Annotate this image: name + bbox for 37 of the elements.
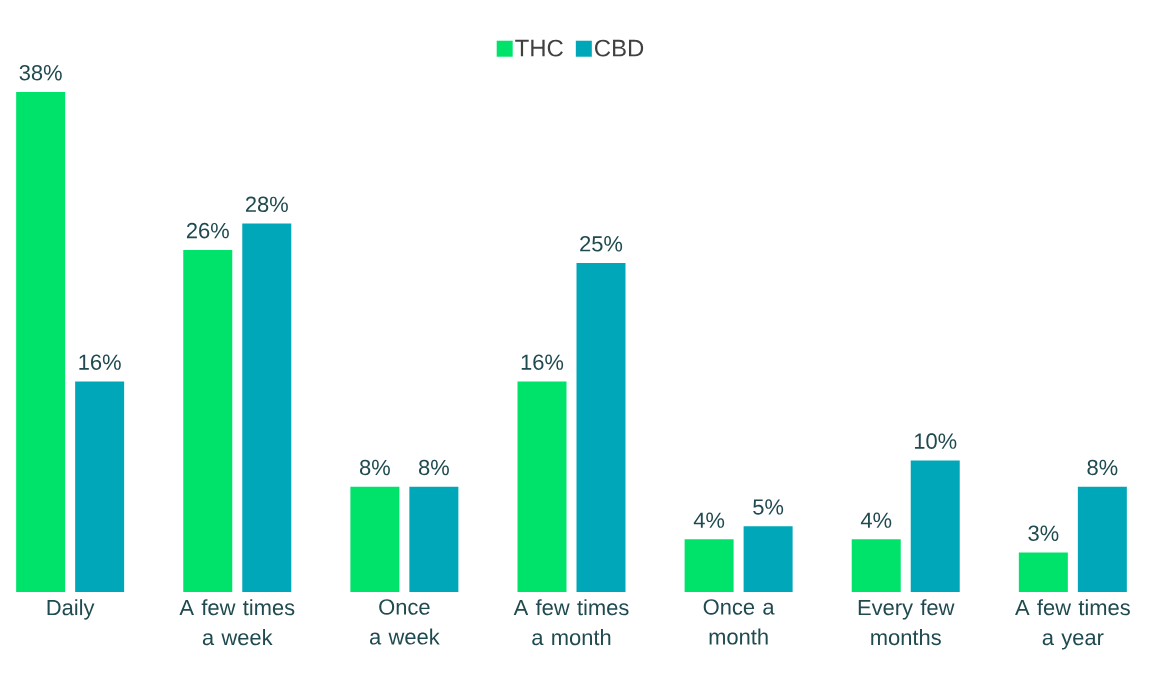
bar bbox=[183, 249, 233, 592]
data-label: 16% bbox=[521, 354, 564, 370]
data-label: 3% bbox=[1028, 525, 1059, 542]
bar bbox=[576, 263, 626, 592]
data-label: 38% bbox=[19, 64, 62, 81]
bar bbox=[75, 381, 125, 592]
data-label: 4% bbox=[693, 512, 725, 528]
data-label: 8% bbox=[418, 459, 449, 476]
x-tick-label: Daily bbox=[47, 599, 95, 620]
bar bbox=[684, 539, 734, 592]
bar bbox=[16, 92, 66, 592]
data-label: 16% bbox=[79, 354, 121, 370]
bar bbox=[910, 460, 960, 592]
bar bbox=[851, 539, 901, 592]
data-label: 4% bbox=[860, 512, 892, 528]
x-tick-label: Once a month bbox=[703, 599, 775, 645]
legend-label: CBD bbox=[595, 39, 644, 57]
data-label: 28% bbox=[245, 196, 288, 213]
bar bbox=[1018, 552, 1068, 592]
bar bbox=[743, 526, 793, 592]
x-tick-label: A few times a week bbox=[179, 599, 295, 646]
bar bbox=[517, 381, 567, 592]
bar bbox=[1077, 486, 1127, 592]
legend-label: THC bbox=[515, 39, 563, 57]
data-label: 10% bbox=[914, 433, 957, 449]
data-label: 8% bbox=[359, 459, 390, 476]
data-label: 25% bbox=[580, 236, 623, 252]
x-tick-label: A few times a month bbox=[513, 599, 629, 646]
bar bbox=[242, 223, 292, 592]
data-label: 8% bbox=[1087, 459, 1118, 476]
data-label: 5% bbox=[753, 499, 784, 515]
bar bbox=[350, 486, 400, 592]
x-tick-label: Every few months bbox=[858, 599, 955, 646]
x-tick-label: A few times a year bbox=[1015, 599, 1130, 650]
bar bbox=[409, 486, 459, 592]
data-label: 26% bbox=[186, 222, 229, 239]
x-tick-label: Once a week bbox=[369, 599, 440, 645]
